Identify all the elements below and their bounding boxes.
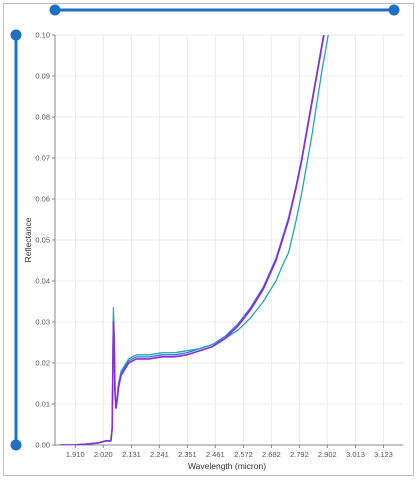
y-tick-label: 0.10 <box>35 31 50 40</box>
x-tick-label: 3.013 <box>346 450 365 459</box>
series-line-2 <box>60 35 329 445</box>
y-tick-label: 0.05 <box>35 236 50 245</box>
left-slider-handle-min[interactable] <box>10 439 22 451</box>
x-tick-label: 2.131 <box>122 450 141 459</box>
y-tick-label: 0.02 <box>35 359 50 368</box>
top-range-slider[interactable] <box>49 4 400 16</box>
left-range-slider[interactable] <box>10 29 22 451</box>
top-slider-handle-min[interactable] <box>49 4 61 16</box>
series-lines <box>60 35 329 445</box>
x-tick-label: 2.682 <box>262 450 281 459</box>
grid <box>55 34 403 446</box>
y-tick-label: 0.07 <box>35 154 50 163</box>
y-tick-label: 0.06 <box>35 195 50 204</box>
y-tick-label: 0.09 <box>35 72 50 81</box>
y-tick-label: 0.00 <box>35 441 50 450</box>
series-line-1 <box>60 35 325 445</box>
x-tick-label: 2.792 <box>290 450 309 459</box>
y-axis-title: Reflectance <box>23 217 33 262</box>
x-tick-label: 2.461 <box>206 450 225 459</box>
x-tick-label: 2.351 <box>178 450 197 459</box>
y-tick-label: 0.03 <box>35 318 50 327</box>
left-slider-handle-max[interactable] <box>10 29 22 41</box>
y-tick-label: 0.08 <box>35 113 50 122</box>
axes: 0.00 0.01 0.02 0.03 0.04 0.05 0.06 0.07 0.08 0.09… <box>35 31 403 459</box>
y-tick-label: 0.04 <box>35 277 50 286</box>
x-tick-label: 2.241 <box>150 450 169 459</box>
series-line-3 <box>60 35 325 445</box>
x-tick-label: 2.572 <box>234 450 253 459</box>
top-slider-handle-max[interactable] <box>388 4 400 16</box>
y-tick-label: 0.01 <box>35 400 50 409</box>
x-tick-label: 2.020 <box>94 450 113 459</box>
x-tick-label: 1.910 <box>66 450 85 459</box>
x-axis-title: Wavelength (micron) <box>188 461 266 471</box>
x-tick-label: 2.902 <box>318 450 337 459</box>
x-tick-label: 3.123 <box>374 450 393 459</box>
